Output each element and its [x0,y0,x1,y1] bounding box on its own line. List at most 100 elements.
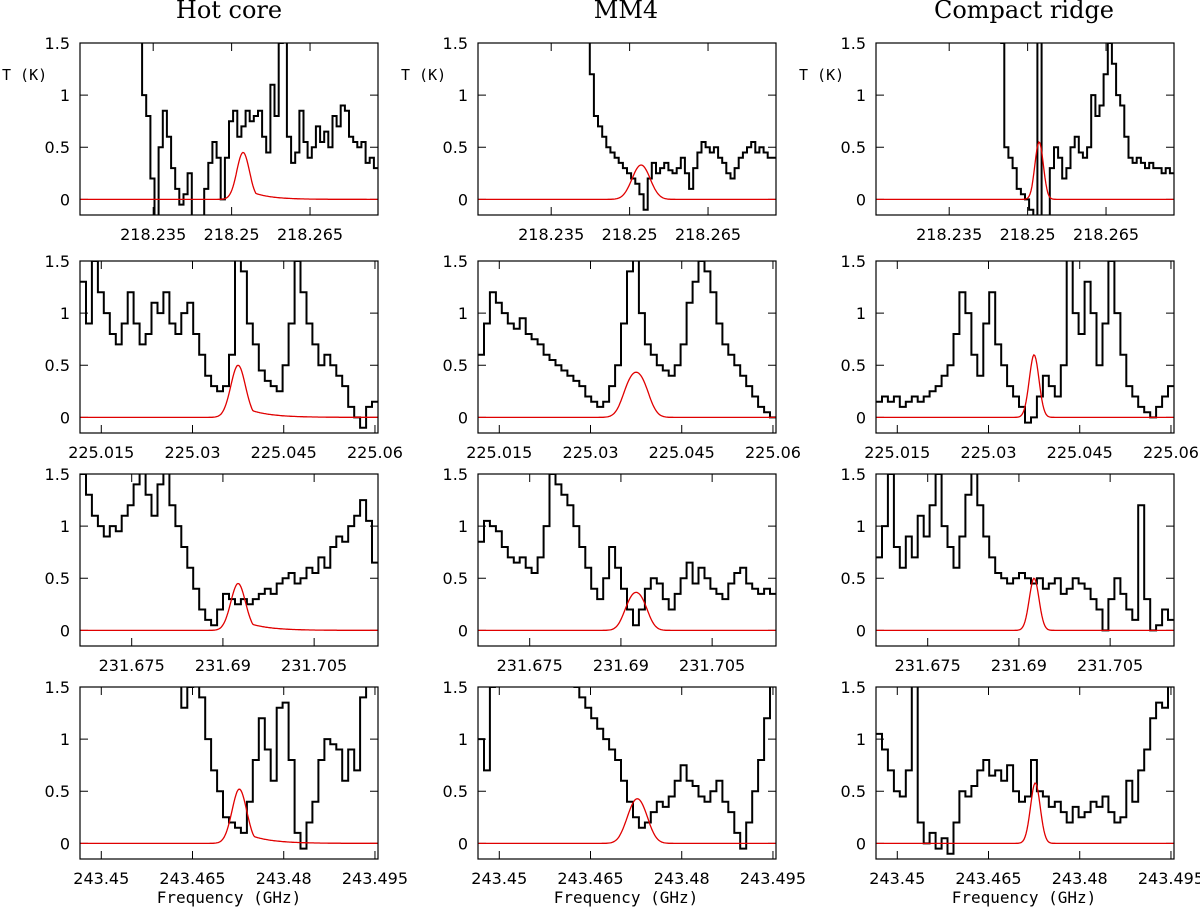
panel-hot-core-row1-xtick-label: 218.235 [120,225,186,244]
panel-hot-core-row3-ytick-label: 1.5 [45,465,70,484]
y-axis-labels: T (K) T (K) T (K) [2,66,844,84]
panel-mm4-row1-frame [477,42,777,216]
panel-hot-core-row1-model-curve [80,151,378,201]
panel-mm4-row4-ytick-label: 1 [458,730,468,749]
panel-compact-ridge-row3-model-curve [876,577,1174,632]
panel-mm4-row4-ytick-label: 1.5 [443,678,468,697]
panel-compact-ridge-row3-xtick-label: 231.675 [895,656,961,675]
panel-mm4-row4-xtick-label: 243.495 [740,869,806,888]
panel-hot-core-row4-ytick-label: 1 [60,730,70,749]
panel-hot-core-row4-xtick-label: 243.495 [342,869,408,888]
panel-mm4-row3-xtick-label: 231.69 [593,656,649,675]
panel-hot-core-row4-ytick-label: 1.5 [45,678,70,697]
panel-compact-ridge-row4-xtick-label: 243.495 [1138,869,1200,888]
column-title-mm4: MM4 [594,0,658,24]
panel-compact-ridge-row2-ytick-label: 0.5 [841,356,866,375]
panel-mm4-row2-xtick-label: 225.03 [563,443,619,462]
panel-hot-core-row3-xtick-label: 231.675 [99,656,165,675]
panel-compact-ridge-row3-observed-spectrum [876,474,1174,632]
panel-mm4-row4-xtick-label: 243.465 [557,869,623,888]
panel-hot-core-row2-ytick-label: 0 [60,408,70,427]
panel-mm4-row1-observed-spectrum [588,43,776,211]
panel-mm4-row4-frame [477,686,777,860]
panel-compact-ridge-row2-xtick-label: 225.06 [1143,443,1199,462]
panel-mm4-row1-ytick-label: 1.5 [443,34,468,53]
column-title-compact-ridge: Compact ridge [934,0,1114,24]
panel-mm4-row2-xtick-label: 225.06 [745,443,801,462]
panel-compact-ridge-row1-observed-spectrum [1000,43,1174,215]
panel-compact-ridge-row2-xtick-label: 225.045 [1047,443,1113,462]
panel-compact-ridge-row1-xtick-label: 218.25 [1000,225,1056,244]
panel-hot-core-row2-frame [79,260,379,434]
panel-mm4-row2-xtick-label: 225.045 [649,443,715,462]
panel-mm4-row2-observed-spectrum [478,261,776,419]
panel-hot-core-row2-ytick-label: 1 [60,304,70,323]
panel-hot-core-row2-ytick-label: 0.5 [45,356,70,375]
panel-mm4-row1-model-curve [478,164,776,201]
panel-mm4-row4-xtick-label: 243.45 [471,869,527,888]
panel-mm4-row2-ytick-label: 0.5 [443,356,468,375]
panel-hot-core-row3-model-curve [80,582,378,632]
panel-hot-core-row3-observed-spectrum [80,474,378,627]
panel-mm4-row2: 0 0.5 1 1.5 225.015 225.03 225.045 225.06 [443,252,801,462]
panel-hot-core-row3-frame [79,473,379,647]
panel-compact-ridge-row2-frame [875,260,1175,434]
panel-compact-ridge-row1-ytick-label: 1.5 [841,34,866,53]
panel-compact-ridge-row3: 0 0.5 1 1.5 231.675 231.69 231.705 [841,465,1175,675]
panel-hot-core-row2: 0 0.5 1 1.5 225.015 225.03 225.045 225.06 [45,252,403,462]
panel-hot-core-row1-ytick-label: 0.5 [45,138,70,157]
panel-compact-ridge-row2-ytick-label: 1 [856,304,866,323]
panel-mm4-row1-xtick-label: 218.25 [602,225,658,244]
panel-compact-ridge-row4-xtick-label: 243.465 [955,869,1021,888]
panel-mm4-row2-frame [477,260,777,434]
panel-hot-core-row2-ytick-label: 1.5 [45,252,70,271]
panel-mm4-row4-model-curve [478,798,776,845]
panel-compact-ridge-row3-xtick-label: 231.69 [991,656,1047,675]
panel-mm4-row1-ytick-label: 1 [458,86,468,105]
panel-hot-core-row2-observed-spectrum [80,261,378,429]
panel-hot-core-row2-xtick-label: 225.015 [68,443,134,462]
panel-mm4-row1-xtick-label: 218.235 [518,225,584,244]
panel-compact-ridge-row4-xtick-label: 243.45 [869,869,925,888]
y-axis-label-mm4: T (K) [401,66,446,84]
panel-hot-core-row2-xtick-label: 225.045 [251,443,317,462]
panel-compact-ridge-row2-observed-spectrum [876,261,1174,424]
panel-compact-ridge-row1-model-curve [876,141,1174,201]
panel-hot-core-row1-ytick-label: 1.5 [45,34,70,53]
panel-hot-core-row4-xtick-label: 243.45 [73,869,129,888]
panel-grid: 0 0.5 1 1.5 218.235 218.25 218.265 0 0.5 1 1.5 218.… [45,34,1200,888]
panel-mm4-row3-observed-spectrum [478,474,776,627]
panel-hot-core-row3: 0 0.5 1 1.5 231.675 231.69 231.705 [45,465,379,675]
panel-mm4-row4: 0 0.5 1 1.5 243.45 243.465 243.48 243.495 [443,678,806,888]
panel-hot-core-row1: 0 0.5 1 1.5 218.235 218.25 218.265 [45,34,379,244]
panel-hot-core-row1-ytick-label: 0 [60,190,70,209]
panel-hot-core-row1-frame [79,42,379,216]
panel-hot-core-row1-xtick-label: 218.25 [204,225,260,244]
panel-mm4-row3-xtick-label: 231.705 [679,656,745,675]
panel-mm4-row2-ytick-label: 1 [458,304,468,323]
panel-compact-ridge-row4-xtick-label: 243.48 [1052,869,1108,888]
panel-compact-ridge-row2-ytick-label: 1.5 [841,252,866,271]
panel-compact-ridge-row2-ytick-label: 0 [856,408,866,427]
panel-compact-ridge-row2-xtick-label: 225.03 [961,443,1017,462]
panel-mm4-row4-ytick-label: 0 [458,834,468,853]
panel-hot-core-row4: 0 0.5 1 1.5 243.45 243.465 243.48 243.495 [45,678,408,888]
panel-compact-ridge-row3-xtick-label: 231.705 [1077,656,1143,675]
panel-compact-ridge-row1-frame [875,42,1175,216]
panel-mm4-row4-ytick-label: 0.5 [443,782,468,801]
panel-hot-core-row1-observed-spectrum [141,43,378,215]
panel-compact-ridge-row4-observed-spectrum [876,687,1169,855]
panel-mm4-row3-frame [477,473,777,647]
panel-mm4-row1-ytick-label: 0 [458,190,468,209]
panel-hot-core-row4-xtick-label: 243.48 [256,869,312,888]
panel-hot-core-row2-model-curve [80,364,378,419]
panel-mm4-row3-ytick-label: 1 [458,517,468,536]
x-axis-label-compact-ridge: Frequency (GHz) [952,888,1097,907]
panel-compact-ridge-row1-xtick-label: 218.235 [916,225,982,244]
panel-hot-core-row3-ytick-label: 0 [60,621,70,640]
panel-hot-core-row3-xtick-label: 231.69 [195,656,251,675]
panel-compact-ridge-row3-ytick-label: 1 [856,517,866,536]
panel-mm4-row3-ytick-label: 1.5 [443,465,468,484]
panel-mm4-row3-ytick-label: 0 [458,621,468,640]
